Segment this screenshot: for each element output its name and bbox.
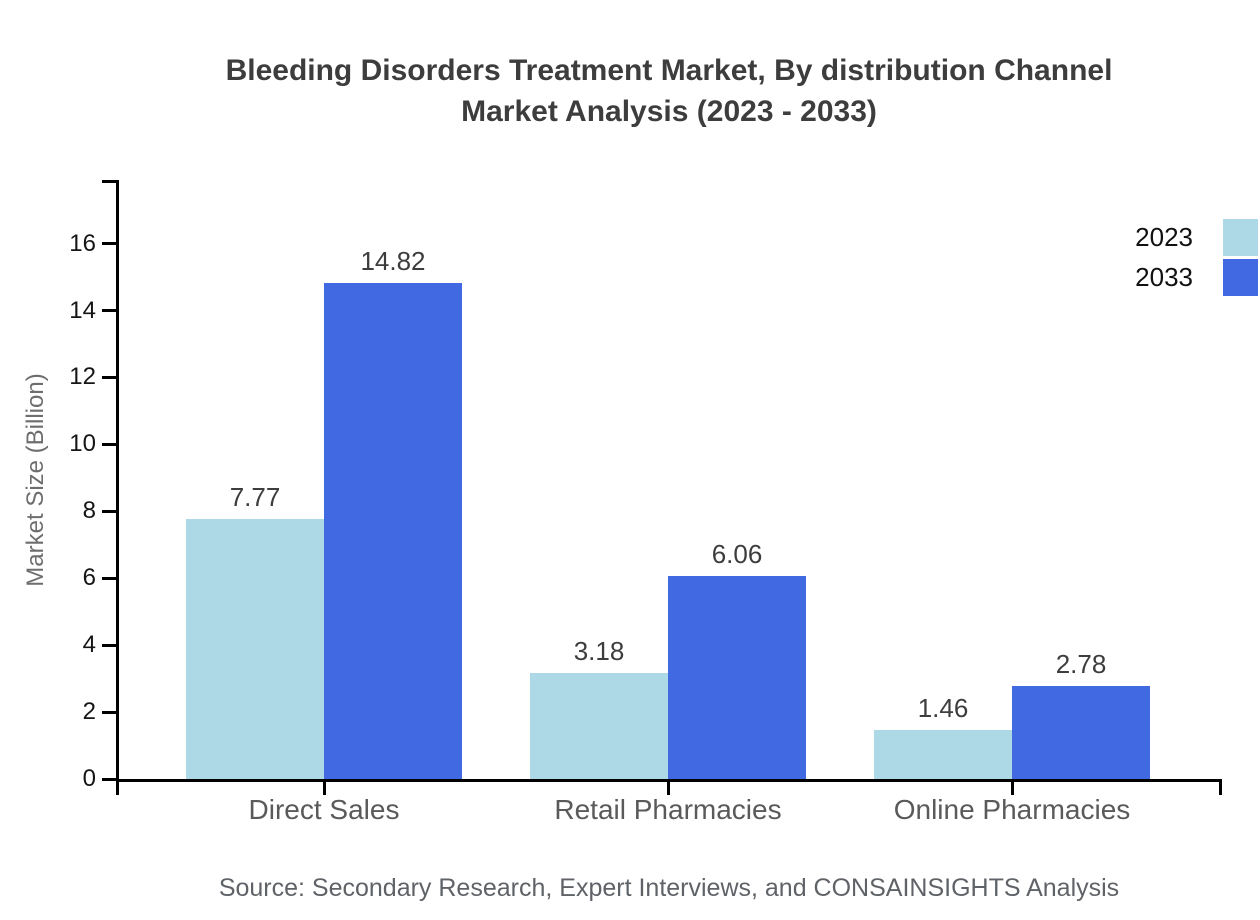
bar-2023-0 xyxy=(186,518,324,779)
x-axis-tick xyxy=(666,782,670,795)
legend-swatch-2023 xyxy=(1223,219,1258,256)
plot-area: 0 2 4 6 8 10 12 14 16 Direct Sales 7.77 14.82 Retail… xyxy=(69,180,1222,825)
legend-swatch-2033 xyxy=(1223,259,1258,296)
y-tick-label: 12 xyxy=(69,363,96,391)
y-axis-tick xyxy=(102,777,116,781)
chart-title: Bleeding Disorders Treatment Market, By … xyxy=(116,50,1222,132)
source-note: Source: Secondary Research, Expert Inter… xyxy=(218,874,1120,902)
y-tick-label: 2 xyxy=(82,698,96,726)
bar-2023-2 xyxy=(874,730,1012,779)
bar-2033-0 xyxy=(324,283,462,779)
chart-title-line1: Bleeding Disorders Treatment Market, By … xyxy=(225,54,1113,87)
x-axis-spine xyxy=(116,779,1222,782)
y-axis-tick xyxy=(102,442,116,446)
y-tick-label: 0 xyxy=(82,765,96,792)
category-label: Direct Sales xyxy=(248,794,400,825)
y-tick-label: 10 xyxy=(69,430,96,458)
bar-value-label: 2.78 xyxy=(1055,648,1107,679)
bar-value-label: 14.82 xyxy=(360,246,426,277)
y-axis-tick xyxy=(102,309,116,312)
y-axis-end-tick xyxy=(102,180,116,183)
bar-2023-1 xyxy=(530,672,668,779)
x-axis-tick xyxy=(1010,782,1014,795)
x-axis-end-tick-right xyxy=(1219,782,1222,795)
y-tick-label: 14 xyxy=(69,296,96,324)
bar-value-label: 1.46 xyxy=(917,693,969,724)
bar-value-label: 6.06 xyxy=(711,539,763,570)
category-label: Online Pharmacies xyxy=(893,794,1131,825)
y-axis-tick xyxy=(102,242,116,246)
legend-item-2033: 2033 xyxy=(1135,259,1258,296)
y-tick-label: 8 xyxy=(82,497,96,525)
y-tick-label: 4 xyxy=(82,631,96,659)
y-tick-label: 16 xyxy=(69,229,96,257)
legend-label-2033: 2033 xyxy=(1135,262,1193,292)
y-axis-tick xyxy=(102,509,116,513)
bar-value-label: 7.77 xyxy=(229,481,281,512)
category-label: Retail Pharmacies xyxy=(554,794,782,825)
bar-value-label: 3.18 xyxy=(573,635,625,666)
y-axis-tick xyxy=(102,643,116,647)
legend: 2023 2033 xyxy=(1135,219,1258,296)
y-axis-title: Market Size (Billion) xyxy=(22,373,49,587)
y-axis-tick xyxy=(102,375,116,379)
x-axis-tick xyxy=(322,782,326,795)
y-axis-tick xyxy=(102,710,116,714)
legend-label-2023: 2023 xyxy=(1135,222,1193,252)
chart-title-line2: Market Analysis (2023 - 2033) xyxy=(461,95,877,128)
x-axis-end-tick-left xyxy=(116,782,119,795)
legend-item-2023: 2023 xyxy=(1135,219,1258,256)
y-axis-spine xyxy=(116,180,119,782)
bar-2033-2 xyxy=(1012,685,1150,779)
y-axis-tick xyxy=(102,576,116,580)
bar-2033-1 xyxy=(668,576,806,779)
y-tick-label: 6 xyxy=(82,564,96,592)
